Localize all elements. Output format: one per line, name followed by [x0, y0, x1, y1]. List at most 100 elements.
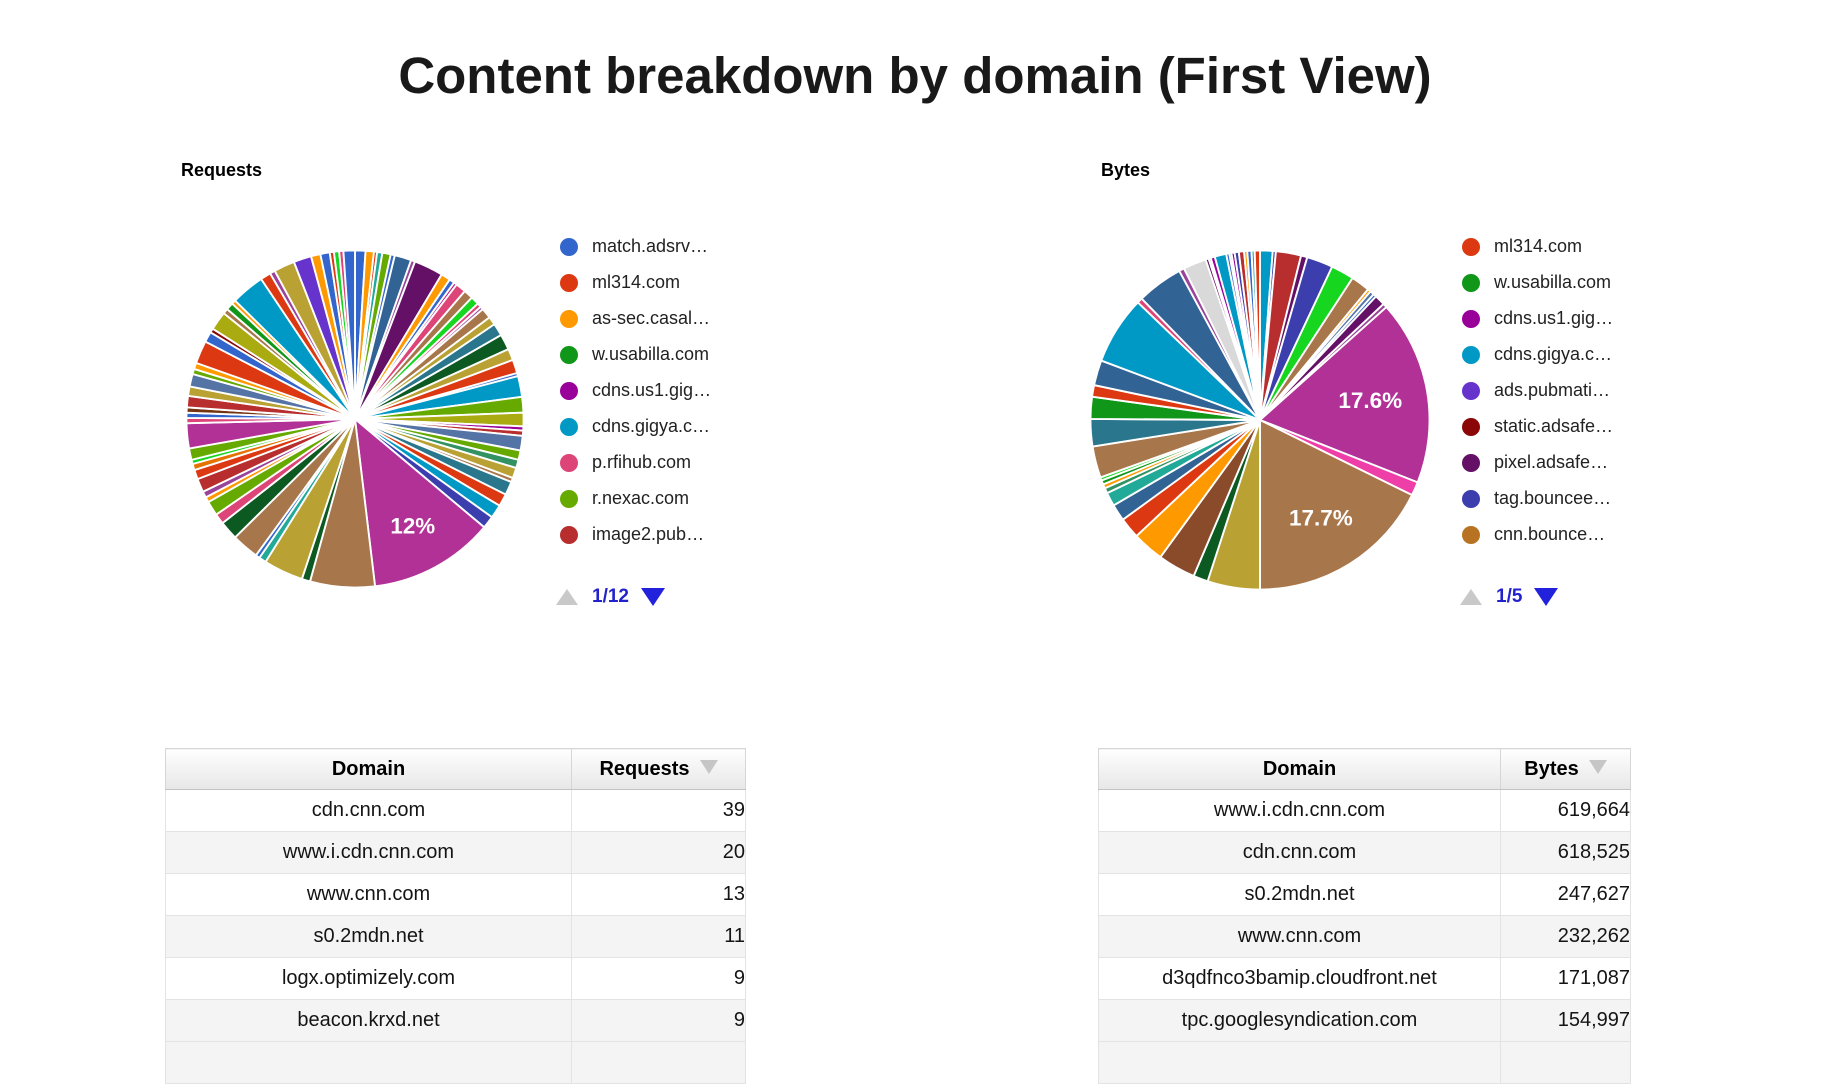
value-cell: 232,262 [1500, 915, 1631, 958]
bytes-legend: ml314.com w.usabilla.com cdns.us1.gig… cdns… [1462, 236, 1613, 560]
table-row: cdn.cnn.com 618,525 [1098, 831, 1631, 874]
bytes-pie-chart: 17.6% 17.7% [1089, 249, 1431, 591]
legend-item[interactable]: ml314.com [1462, 236, 1613, 257]
table-row-partial [1098, 1041, 1631, 1084]
legend-item[interactable]: cdns.us1.gig… [560, 380, 711, 401]
legend-item[interactable]: as-sec.casal… [560, 308, 711, 329]
value-cell: 247,627 [1500, 873, 1631, 916]
pie-slice[interactable] [1258, 305, 1431, 484]
column-header-label: Bytes [1524, 757, 1579, 780]
legend-item[interactable]: static.adsafe… [1462, 416, 1613, 437]
legend-label: static.adsafe… [1494, 416, 1614, 436]
legend-swatch-icon [560, 417, 578, 436]
domain-cell: beacon.krxd.net [165, 999, 572, 1042]
value-cell: 9 [571, 957, 746, 1000]
legend-swatch-icon [560, 453, 578, 472]
table-row: www.cnn.com 232,262 [1098, 915, 1631, 958]
bytes-chart-heading: Bytes [1101, 160, 1151, 180]
pie-percent-label: 17.6% [1338, 388, 1402, 413]
requests-legend-pager: 1/12 [556, 586, 665, 608]
column-header-domain[interactable]: Domain [165, 748, 572, 790]
legend-swatch-icon [560, 489, 578, 508]
value-cell [571, 1041, 746, 1084]
legend-label: ml314.com [592, 272, 681, 292]
value-cell: 39 [571, 789, 746, 832]
table-row: tpc.googlesyndication.com 154,997 [1098, 999, 1631, 1042]
column-header-label: Domain [331, 757, 406, 780]
legend-label: tag.bouncee… [1494, 488, 1612, 508]
legend-prev-button[interactable] [1460, 589, 1482, 605]
pie-slice[interactable] [1253, 249, 1261, 421]
value-cell: 9 [571, 999, 746, 1042]
page-title: Content breakdown by domain (First View) [398, 47, 1432, 105]
domain-cell: s0.2mdn.net [165, 915, 572, 958]
legend-item[interactable]: cdns.us1.gig… [1462, 308, 1613, 329]
legend-label: ml314.com [1494, 236, 1583, 256]
legend-swatch-icon [560, 237, 578, 256]
legend-item[interactable]: cnn.bounce… [1462, 524, 1613, 545]
column-header-label: Requests [599, 757, 690, 780]
legend-swatch-icon [1462, 309, 1480, 328]
legend-item[interactable]: r.nexac.com [560, 488, 711, 509]
column-header-label: Domain [1262, 757, 1337, 780]
legend-swatch-icon [1462, 381, 1480, 400]
legend-item[interactable]: cdns.gigya.c… [1462, 344, 1613, 365]
bytes-legend-pager: 1/5 [1460, 586, 1559, 608]
sort-descending-icon[interactable] [1588, 760, 1607, 775]
legend-item[interactable]: pixel.adsafe… [1462, 452, 1613, 473]
legend-swatch-icon [560, 525, 578, 544]
value-cell: 20 [571, 831, 746, 874]
domain-cell: www.i.cdn.cnn.com [165, 831, 572, 874]
legend-label: cdns.us1.gig… [1494, 308, 1614, 328]
domain-cell: cdn.cnn.com [165, 789, 572, 832]
legend-item[interactable]: w.usabilla.com [1462, 272, 1613, 293]
table-row: www.i.cdn.cnn.com 20 [165, 831, 746, 874]
column-header-requests[interactable]: Requests [571, 748, 746, 790]
pie-percent-label: 12% [390, 513, 435, 538]
legend-next-button[interactable] [1534, 588, 1559, 606]
value-cell [1500, 1041, 1631, 1084]
domain-cell [165, 1041, 572, 1084]
table-row: s0.2mdn.net 11 [165, 915, 746, 958]
legend-item[interactable]: p.rfihub.com [560, 452, 711, 473]
value-cell: 618,525 [1500, 831, 1631, 874]
domain-cell [1098, 1041, 1501, 1084]
table-row: www.cnn.com 13 [165, 873, 746, 916]
pie-slice[interactable] [342, 249, 356, 420]
table-row: d3qdfnco3bamip.cloudfront.net 171,087 [1098, 957, 1631, 1000]
legend-page-indicator: 1/5 [1496, 586, 1523, 607]
legend-item[interactable]: match.adsrv… [560, 236, 711, 257]
legend-item[interactable]: tag.bouncee… [1462, 488, 1613, 509]
sort-descending-icon[interactable] [699, 760, 718, 775]
column-header-domain[interactable]: Domain [1098, 748, 1501, 790]
legend-item[interactable]: ads.pubmati… [1462, 380, 1613, 401]
legend-item[interactable]: cdns.gigya.c… [560, 416, 711, 437]
legend-label: image2.pub… [592, 524, 705, 544]
legend-next-button[interactable] [640, 588, 665, 606]
pie-percent-label: 17.7% [1289, 506, 1353, 531]
legend-item[interactable]: w.usabilla.com [560, 344, 711, 365]
domain-cell: s0.2mdn.net [1098, 873, 1501, 916]
legend-item[interactable]: ml314.com [560, 272, 711, 293]
legend-swatch-icon [560, 273, 578, 292]
legend-label: p.rfihub.com [592, 452, 692, 472]
table-row: beacon.krxd.net 9 [165, 999, 746, 1042]
pie-slice[interactable] [1259, 418, 1414, 591]
legend-swatch-icon [560, 345, 578, 364]
column-header-bytes[interactable]: Bytes [1500, 748, 1631, 790]
value-cell: 171,087 [1500, 957, 1631, 1000]
legend-swatch-icon [1462, 237, 1480, 256]
table-row: www.i.cdn.cnn.com 619,664 [1098, 789, 1631, 832]
bytes-table: Domain Bytes www.i.cdn.cnn.com 619,664 cdn.c… [1098, 748, 1631, 1084]
legend-swatch-icon [1462, 273, 1480, 292]
legend-label: match.adsrv… [592, 236, 709, 256]
legend-swatch-icon [560, 309, 578, 328]
domain-cell: d3qdfnco3bamip.cloudfront.net [1098, 957, 1501, 1000]
pie-slice[interactable] [353, 416, 486, 588]
legend-item[interactable]: image2.pub… [560, 524, 711, 545]
table-row: s0.2mdn.net 247,627 [1098, 873, 1631, 916]
legend-label: w.usabilla.com [592, 344, 710, 364]
requests-chart-heading: Requests [181, 160, 263, 180]
value-cell: 619,664 [1500, 789, 1631, 832]
legend-prev-button[interactable] [556, 589, 578, 605]
